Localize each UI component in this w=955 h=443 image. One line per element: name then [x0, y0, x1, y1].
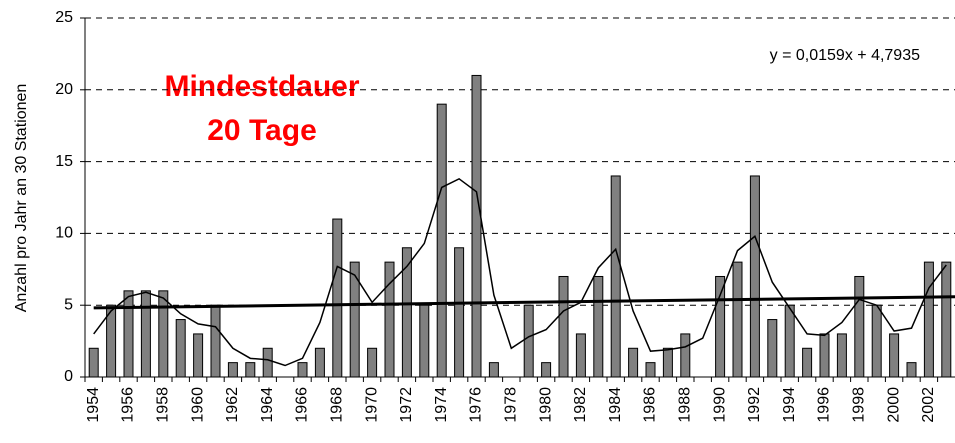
bar	[349, 261, 360, 378]
bar	[680, 333, 691, 378]
x-tick-label: 1966	[294, 387, 311, 423]
bar	[140, 290, 151, 378]
bar	[541, 362, 552, 378]
bar	[819, 333, 830, 378]
x-tick-label: 1954	[85, 387, 102, 423]
y-axis-label: Anzahl pro Jahr an 30 Stationen	[13, 84, 30, 313]
bar	[175, 319, 186, 378]
x-tick-label: 1958	[155, 387, 172, 423]
bar	[88, 347, 99, 378]
bar	[854, 275, 865, 378]
bar	[836, 333, 847, 378]
bar	[384, 261, 395, 378]
bar	[610, 175, 621, 378]
bar	[262, 347, 273, 378]
y-tick-label: 25	[55, 9, 73, 26]
y-tick-label: 15	[55, 153, 73, 170]
chart-title: 20 Tage	[207, 114, 317, 147]
x-tick-label: 1982	[572, 387, 589, 423]
bar	[802, 347, 813, 378]
x-tick-label: 1960	[189, 387, 206, 423]
bar	[227, 362, 238, 378]
bar	[193, 333, 204, 378]
bar	[871, 304, 882, 378]
x-tick-label: 1972	[398, 387, 415, 423]
x-tick-label: 1974	[433, 387, 450, 423]
bar	[523, 304, 534, 378]
bar	[645, 362, 656, 378]
bar	[158, 290, 169, 378]
x-tick-label: 1992	[746, 387, 763, 423]
y-tick-label: 0	[64, 368, 73, 385]
x-tick-label: 1962	[224, 387, 241, 423]
bar	[906, 362, 917, 378]
x-tick-label: 1980	[537, 387, 554, 423]
moving-average-line	[93, 177, 947, 367]
x-tick-label: 1988	[677, 387, 694, 423]
bar	[749, 175, 760, 378]
bar	[732, 261, 743, 378]
x-tick-label: 1998	[851, 387, 868, 423]
y-tick-label: 20	[55, 81, 73, 98]
x-tick-label: 1970	[363, 387, 380, 423]
trend-line	[93, 295, 955, 310]
x-tick-label: 1996	[816, 387, 833, 423]
x-tick-label: 2000	[885, 387, 902, 423]
bar	[889, 333, 900, 378]
bar	[593, 275, 604, 378]
x-tick-label: 1986	[642, 387, 659, 423]
bar	[923, 261, 934, 378]
bar	[297, 362, 308, 378]
bar	[245, 362, 256, 378]
bar	[210, 304, 221, 378]
x-tick-label: 1956	[120, 387, 137, 423]
y-tick-label: 10	[55, 225, 73, 242]
bar	[662, 347, 673, 378]
bar	[419, 304, 430, 378]
x-tick-label: 1978	[503, 387, 520, 423]
bar	[436, 103, 447, 378]
bar	[575, 333, 586, 378]
bar	[332, 218, 343, 378]
x-tick-label: 1968	[329, 387, 346, 423]
x-tick-label: 1984	[607, 387, 624, 423]
bar	[715, 275, 726, 378]
x-tick-label: 1976	[468, 387, 485, 423]
x-tick-label: 1964	[259, 387, 276, 423]
equation: y = 0,0159x + 4,7935	[770, 47, 920, 64]
x-tick-label: 2002	[920, 387, 937, 423]
bar	[454, 247, 465, 378]
bar	[784, 304, 795, 378]
bar	[628, 347, 639, 378]
chart-title: Mindestdauer	[164, 70, 359, 103]
bar	[941, 261, 952, 378]
x-tick-label: 1994	[781, 387, 798, 423]
bar	[314, 347, 325, 378]
bar	[401, 247, 412, 378]
bar	[767, 319, 778, 378]
bar	[558, 275, 569, 378]
bar	[367, 347, 378, 378]
bar	[123, 290, 134, 378]
x-tick-label: 1990	[711, 387, 728, 423]
bar	[488, 362, 499, 378]
y-tick-label: 5	[64, 296, 73, 313]
bar	[471, 74, 482, 378]
bar	[106, 304, 117, 378]
